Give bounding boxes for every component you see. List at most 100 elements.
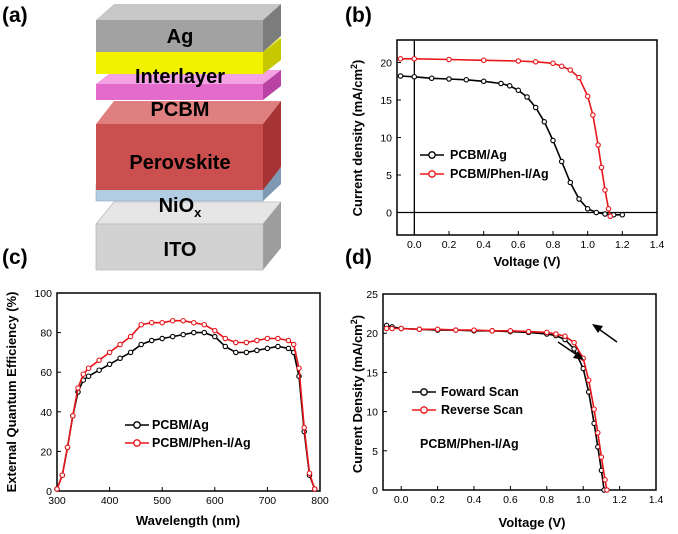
panel-label-d: (d): [345, 246, 372, 269]
series-c: [54, 317, 318, 492]
data-point-b-1: [590, 112, 596, 118]
data-point-b-1: [605, 206, 612, 212]
data-point-c-1: [70, 413, 76, 419]
data-point-b-1: [607, 213, 613, 220]
data-point-c-1: [212, 327, 218, 334]
data-point-c-1: [191, 319, 197, 326]
series-b: [397, 56, 626, 220]
legend-label-c-ref: PCBM/Ag: [152, 418, 209, 432]
legend-label-b-ref: PCBM/Ag: [450, 148, 507, 162]
data-point-b-0: [428, 75, 435, 82]
data-point-c-1: [64, 444, 71, 451]
y-tick-label: 10: [380, 133, 392, 145]
data-point-d-1: [434, 326, 441, 333]
data-point-d-1: [383, 325, 390, 332]
data-point-c-0: [264, 345, 271, 352]
data-point-c-1: [290, 341, 297, 348]
data-point-b-0: [541, 119, 548, 125]
data-point-b-1: [446, 56, 452, 63]
data-point-c-0: [159, 335, 165, 342]
data-point-b-0: [576, 196, 582, 202]
data-point-c-1: [243, 339, 250, 346]
data-point-c-1: [264, 335, 271, 342]
data-point-c-0: [285, 345, 292, 352]
data-point-c-1: [85, 365, 92, 371]
data-point-b-0: [550, 137, 556, 144]
y-tick-label: 5: [386, 170, 392, 182]
panel-label-b: (b): [345, 4, 372, 27]
x-tick-label: 1.0: [576, 494, 591, 506]
plot-frame-d: [382, 293, 657, 491]
y-tick-label: 15: [380, 95, 392, 107]
data-point-c-1: [180, 317, 186, 324]
data-point-b-1: [532, 59, 539, 65]
data-point-c-1: [285, 337, 292, 344]
legend-marker-c-mod: [133, 439, 141, 447]
x-tick-label: 500: [153, 495, 171, 507]
data-point-d-1: [416, 326, 423, 333]
y-tick-label: 0: [386, 208, 392, 220]
panel-label-c: (c): [2, 246, 28, 269]
y-axis-label-b: Current density (mA/cm2): [349, 60, 365, 217]
x-tick-label: 1.2: [612, 494, 627, 506]
layer-label-niox-sub: x: [194, 205, 202, 220]
data-point-c-0: [148, 337, 155, 344]
data-point-c-1: [306, 470, 313, 476]
x-tick-label: 1.0: [580, 239, 595, 251]
y-tick-label: 40: [40, 407, 52, 419]
legend-b: PCBM/Ag PCBM/Phen-I/Ag: [420, 148, 549, 181]
layer-ito: [95, 201, 282, 271]
data-point-d-1: [389, 325, 395, 332]
y-tick-label: 80: [40, 328, 52, 340]
data-point-c-1: [127, 333, 134, 340]
legend-marker-b-ref: [428, 151, 436, 159]
legend-marker-c-ref: [133, 421, 141, 429]
data-point-c-1: [54, 486, 60, 492]
data-point-c-1: [138, 321, 144, 328]
y-tick-label: 15: [366, 367, 378, 379]
y-axis-label-b-sup: 2: [349, 64, 359, 69]
data-point-b-0: [602, 211, 608, 217]
y-ticks-b: 0 5 10 15 20: [380, 58, 401, 220]
data-point-b-0: [411, 74, 418, 80]
data-point-d-1: [591, 406, 597, 412]
data-point-d-1: [595, 430, 601, 436]
data-point-c-0: [96, 367, 102, 373]
x-ticks-c: 300 400 500 600 700 800: [48, 487, 329, 507]
data-point-c-0: [243, 349, 250, 356]
x-tick-label: 1.2: [615, 239, 630, 251]
y-axis-label-b-end: ): [350, 60, 365, 64]
scan-arrow-forward: [557, 341, 584, 360]
x-tick-label: 0.0: [407, 239, 422, 251]
x-tick-label: 0.6: [511, 239, 526, 251]
y-tick-label: 5: [372, 446, 378, 458]
layer-label-perovskite: Perovskite: [129, 152, 230, 174]
x-ticks-b: 0.0 0.2 0.4 0.6 0.8 1.0 1.2 1.4: [407, 231, 664, 251]
data-point-d-1: [489, 328, 495, 334]
x-axis-label-b: Voltage (V): [494, 254, 561, 269]
y-tick-label: 100: [34, 288, 52, 300]
layer-label-niox: NiOx: [159, 195, 203, 220]
data-point-b-0: [619, 212, 626, 218]
x-tick-label: 600: [206, 495, 224, 507]
data-point-b-0: [567, 179, 574, 186]
data-point-b-0: [515, 87, 522, 94]
data-point-d-1: [602, 477, 608, 483]
x-tick-label: 1.4: [649, 494, 664, 506]
series-d: [383, 322, 610, 493]
x-tick-label: 0.4: [467, 494, 482, 506]
data-point-b-0: [558, 158, 565, 165]
data-point-b-0: [397, 73, 404, 79]
data-point-c-1: [254, 337, 260, 344]
y-ticks-d: 0 5 10 15 20 25: [366, 289, 387, 497]
data-point-d-1: [553, 331, 559, 337]
data-point-d-0: [571, 346, 577, 352]
layer-label-niox-main: NiO: [159, 195, 195, 217]
data-point-c-1: [222, 335, 229, 342]
layer-label-ito: ITO: [164, 239, 197, 261]
x-tick-label: 0.2: [442, 239, 457, 251]
x-tick-label: 0.2: [430, 494, 445, 506]
x-tick-label: 0.6: [503, 494, 518, 506]
data-point-b-1: [515, 58, 522, 64]
